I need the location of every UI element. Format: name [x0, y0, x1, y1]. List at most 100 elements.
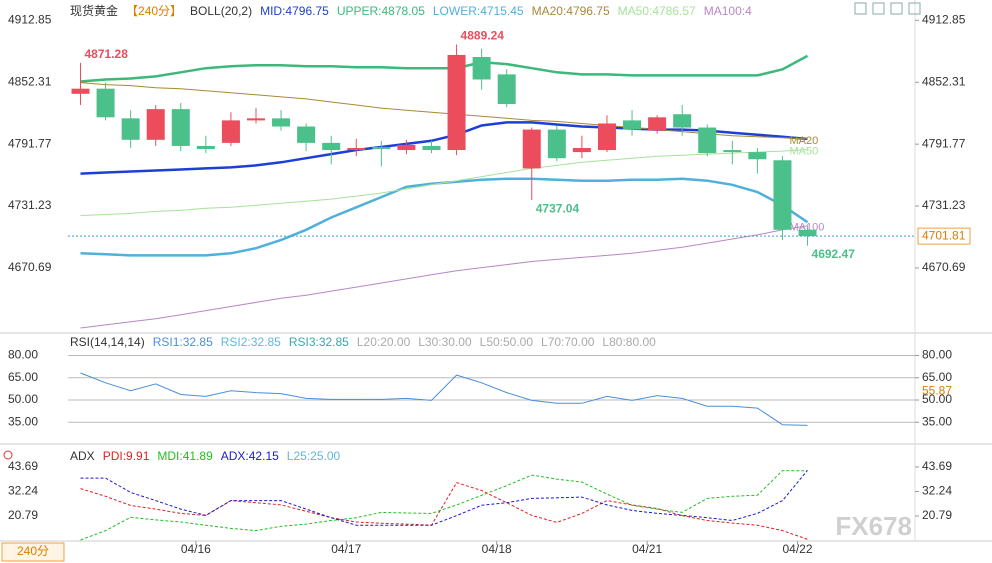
x-tick-label: 04/16 — [181, 542, 211, 556]
candle-body — [96, 88, 115, 118]
legend-entry: L80:80.00 — [602, 335, 656, 349]
legend-entry: LOWER:4715.45 — [432, 3, 524, 18]
legend-extra: L25:25.00 — [287, 449, 340, 463]
legend-entry: MA20:4796.75 — [531, 3, 610, 18]
window-icons — [854, 2, 921, 15]
candle-body — [171, 109, 190, 146]
series-line — [80, 225, 808, 329]
low-label: 4737.04 — [536, 201, 580, 215]
candle-body — [522, 129, 541, 169]
candle-body — [648, 117, 667, 131]
y-tick-label-right: 43.69 — [922, 459, 952, 473]
y-tick-label-left: 32.24 — [8, 484, 38, 498]
candle-body — [597, 123, 616, 151]
y-tick-label-left: 80.00 — [8, 348, 38, 362]
series-line — [80, 54, 809, 83]
line-end-label: MA50 — [790, 145, 819, 157]
add-icon[interactable] — [854, 2, 867, 15]
series-line — [80, 121, 808, 175]
y-tick-label-right: 4670.69 — [922, 260, 966, 274]
y-tick-label-left: 65.00 — [8, 370, 38, 384]
panel-title: 现货黄金 — [70, 4, 119, 18]
legend-entry: MA100:4 — [703, 3, 752, 18]
candle-body — [246, 118, 265, 121]
candle-body — [773, 160, 792, 230]
candle-body — [297, 126, 316, 143]
legend-entry: L30:30.00 — [418, 335, 472, 349]
y-tick-label-right: 4912.85 — [922, 13, 966, 27]
candle-body — [71, 88, 90, 94]
candle-body — [422, 145, 441, 151]
y-tick-label-right: 4731.23 — [922, 198, 966, 212]
candle-body — [121, 118, 140, 140]
y-tick-label-left: 4670.69 — [8, 260, 52, 274]
y-tick-label-right: 20.79 — [922, 508, 952, 522]
current-price-box — [917, 227, 971, 245]
series-line — [80, 482, 808, 540]
panel-title: ADX — [70, 449, 95, 463]
period-button-box[interactable] — [1, 542, 65, 562]
candle-body — [748, 152, 767, 160]
y-tick-label-left: 4912.85 — [8, 13, 52, 27]
indicator-name: BOLL(20,2) — [190, 3, 253, 18]
up-icon[interactable] — [872, 2, 885, 15]
legend-entry: MID:4796.75 — [260, 3, 329, 18]
y-tick-label-right: 65.00 — [922, 370, 952, 384]
candle-body — [798, 229, 817, 237]
candle-body — [322, 142, 341, 151]
candle-body — [447, 54, 466, 151]
adx-header: ADX PDI:9.91 MDI:41.89 ADX:42.15 L25:25.00 — [70, 449, 340, 463]
y-tick-label-right: 4852.31 — [922, 74, 966, 88]
y-tick-label-left: 4791.77 — [8, 136, 52, 150]
candle-body — [196, 145, 215, 150]
y-tick-label-right: 80.00 — [922, 348, 952, 362]
x-tick-label: 04/21 — [632, 542, 662, 556]
y-tick-label-left: 20.79 — [8, 508, 38, 522]
panel-title: RSI(14,14,14) — [70, 335, 145, 349]
close-icon[interactable] — [908, 2, 921, 15]
legend-entry: RSI2:32.85 — [220, 335, 281, 349]
x-tick-label: 04/22 — [783, 542, 813, 556]
candle-body — [723, 150, 742, 153]
x-tick-label: 04/18 — [482, 542, 512, 556]
current-price-label: 4701.81 — [922, 228, 966, 242]
down-icon[interactable] — [890, 2, 903, 15]
period-button[interactable]: 240分 — [17, 544, 49, 558]
legend-extra: RSI2:32.85 RSI3:32.85 L20:20.00 L30:30.00 L5… — [221, 335, 656, 349]
legend-entry: MA50:4786.57 — [617, 3, 696, 18]
candle-body — [472, 56, 491, 80]
candle-body — [547, 129, 566, 159]
low-label: 4692.47 — [812, 247, 856, 261]
x-tick-label: 04/17 — [331, 542, 361, 556]
y-tick-label-right: 50.00 — [922, 392, 952, 406]
high-label: 4889.24 — [461, 29, 505, 43]
y-tick-label-right: 32.24 — [922, 484, 952, 498]
y-marker-label: 55.87 — [922, 383, 952, 397]
series-line — [80, 149, 808, 216]
legend-entry: L50:50.00 — [479, 335, 534, 349]
series-line — [80, 372, 808, 426]
period-tag: 【240分】 — [126, 4, 183, 18]
candle-body — [221, 120, 240, 143]
y-tick-label-left: 35.00 — [8, 414, 38, 428]
high-label: 4871.28 — [85, 47, 129, 61]
candle-body — [623, 120, 642, 130]
legend-entry: RSI1:32.85 — [152, 335, 213, 349]
legend-entry: RSI3:32.85 — [288, 335, 349, 349]
series-line — [80, 470, 808, 541]
y-tick-label-left: 50.00 — [8, 392, 38, 406]
series-line — [80, 82, 808, 140]
legend-entry: PDI:9.91 — [102, 449, 150, 463]
watermark: FX678 — [835, 511, 912, 541]
y-tick-label-left: 43.69 — [8, 459, 38, 473]
rsi-header: RSI(14,14,14) RSI1:32.85 RSI2:32.85 RSI3:32… — [70, 335, 656, 349]
legend-entry: UPPER:4878.05 — [336, 3, 425, 18]
settings-icon[interactable] — [3, 450, 13, 460]
legend-entry: L20:20.00 — [356, 335, 411, 349]
legend-entry: MDI:41.89 — [157, 449, 213, 463]
y-tick-label-left: 4731.23 — [8, 198, 52, 212]
candle-body — [698, 127, 717, 154]
